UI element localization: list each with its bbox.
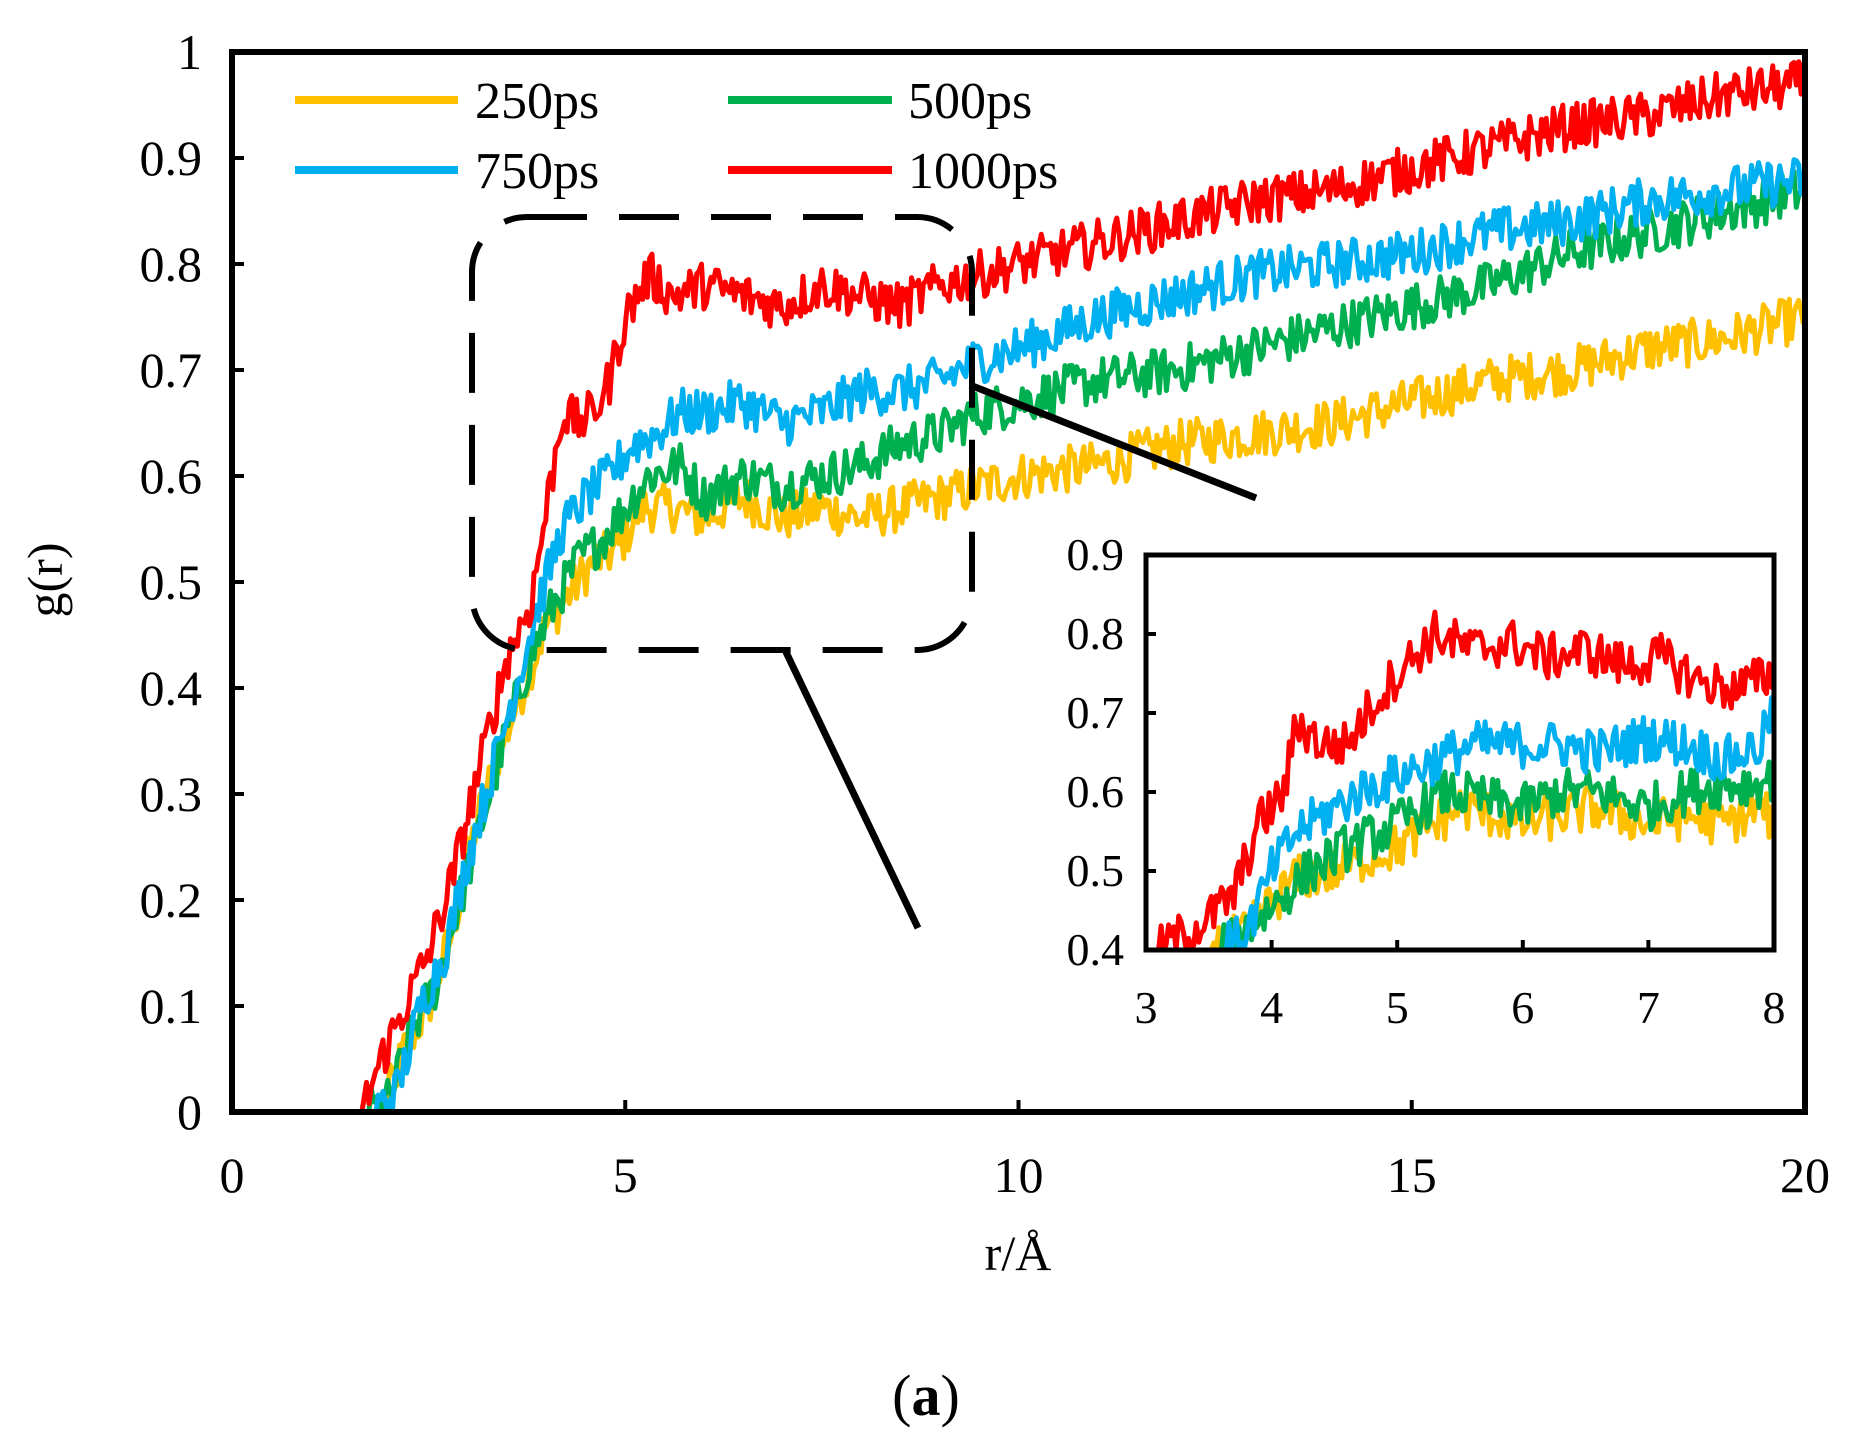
x-axis-label: r/Å <box>985 1225 1052 1281</box>
zoom-connector-line-lower <box>781 648 922 930</box>
main-y-tick-label: 0.3 <box>140 766 203 822</box>
inset-y-tick-label: 0.4 <box>1067 924 1125 975</box>
inset-series-line-1000ps <box>1156 609 1776 953</box>
main-y-tick-label: 0.4 <box>140 660 203 716</box>
legend-label-1000ps: 1000ps <box>908 143 1058 200</box>
inset-series-line-500ps <box>1218 759 1777 953</box>
inset-y-tick-label: 0.6 <box>1067 766 1125 817</box>
main-x-tick-label: 0 <box>220 1147 245 1203</box>
inset-chart: 3 4 5 6 7 8 0.4 0.5 0.6 0.7 0.8 0.9 <box>1067 529 1786 1033</box>
inset-x-tick-label: 5 <box>1386 982 1409 1033</box>
inset-x-tick-label: 6 <box>1511 982 1534 1033</box>
inset-x-tick-label: 4 <box>1260 982 1283 1033</box>
main-y-tick-label: 0.9 <box>140 130 203 186</box>
inset-y-tick-label: 0.9 <box>1067 529 1125 580</box>
main-x-tick-label: 10 <box>994 1147 1044 1203</box>
main-series-line-1000ps <box>231 59 1806 1115</box>
y-axis-label: g(r) <box>17 543 73 618</box>
legend-label-250ps: 250ps <box>475 73 599 130</box>
main-y-tick-label: 0.8 <box>140 236 203 292</box>
figure-caption: (a) <box>892 1363 960 1428</box>
main-y-tick-label: 0.2 <box>140 872 203 928</box>
caption-close-paren: ) <box>941 1363 960 1428</box>
inset-y-tick-label: 0.8 <box>1067 608 1125 659</box>
main-x-tick-label: 20 <box>1780 1147 1830 1203</box>
main-y-tick-label: 0.5 <box>140 554 203 610</box>
caption-letter: a <box>912 1363 941 1428</box>
main-y-tick-label: 1 <box>177 24 202 80</box>
inset-x-tick-label: 7 <box>1637 982 1660 1033</box>
inset-x-tick-label: 8 <box>1763 982 1786 1033</box>
zoom-connector-line-upper <box>968 381 1258 502</box>
inset-plot-frame <box>1143 552 1777 953</box>
main-x-tick-label: 5 <box>613 1147 638 1203</box>
inset-series-group <box>1156 609 1777 953</box>
inset-tick-group: 3 4 5 6 7 8 0.4 0.5 0.6 0.7 0.8 0.9 <box>1067 529 1786 1033</box>
legend: 250ps 500ps 750ps 1000ps <box>295 73 1058 200</box>
caption-open-paren: ( <box>892 1363 911 1428</box>
main-y-tick-label: 0 <box>177 1084 202 1140</box>
main-y-tick-label: 0.1 <box>140 978 203 1034</box>
main-series-group <box>231 59 1806 1115</box>
inset-x-tick-label: 3 <box>1135 982 1158 1033</box>
main-series-line-750ps <box>231 157 1806 1115</box>
zoom-region-box <box>469 214 975 653</box>
legend-label-750ps: 750ps <box>475 143 599 200</box>
legend-label-500ps: 500ps <box>908 73 1032 130</box>
inset-y-tick-label: 0.5 <box>1067 845 1125 896</box>
main-chart: 0 5 10 15 20 0 0.1 0.2 0.3 0.4 0.5 0.6 0.7 0.8 0.9 1 r/… <box>17 24 1830 1281</box>
inset-y-tick-label: 0.7 <box>1067 687 1125 738</box>
main-tick-group: 0 5 10 15 20 0 0.1 0.2 0.3 0.4 0.5 0.6 0.7 0.8 0.9 1 <box>140 24 1831 1203</box>
inset-series-line-750ps <box>1221 693 1776 953</box>
main-y-tick-label: 0.7 <box>140 342 203 398</box>
main-x-tick-label: 15 <box>1387 1147 1437 1203</box>
main-y-tick-label: 0.6 <box>140 448 203 504</box>
